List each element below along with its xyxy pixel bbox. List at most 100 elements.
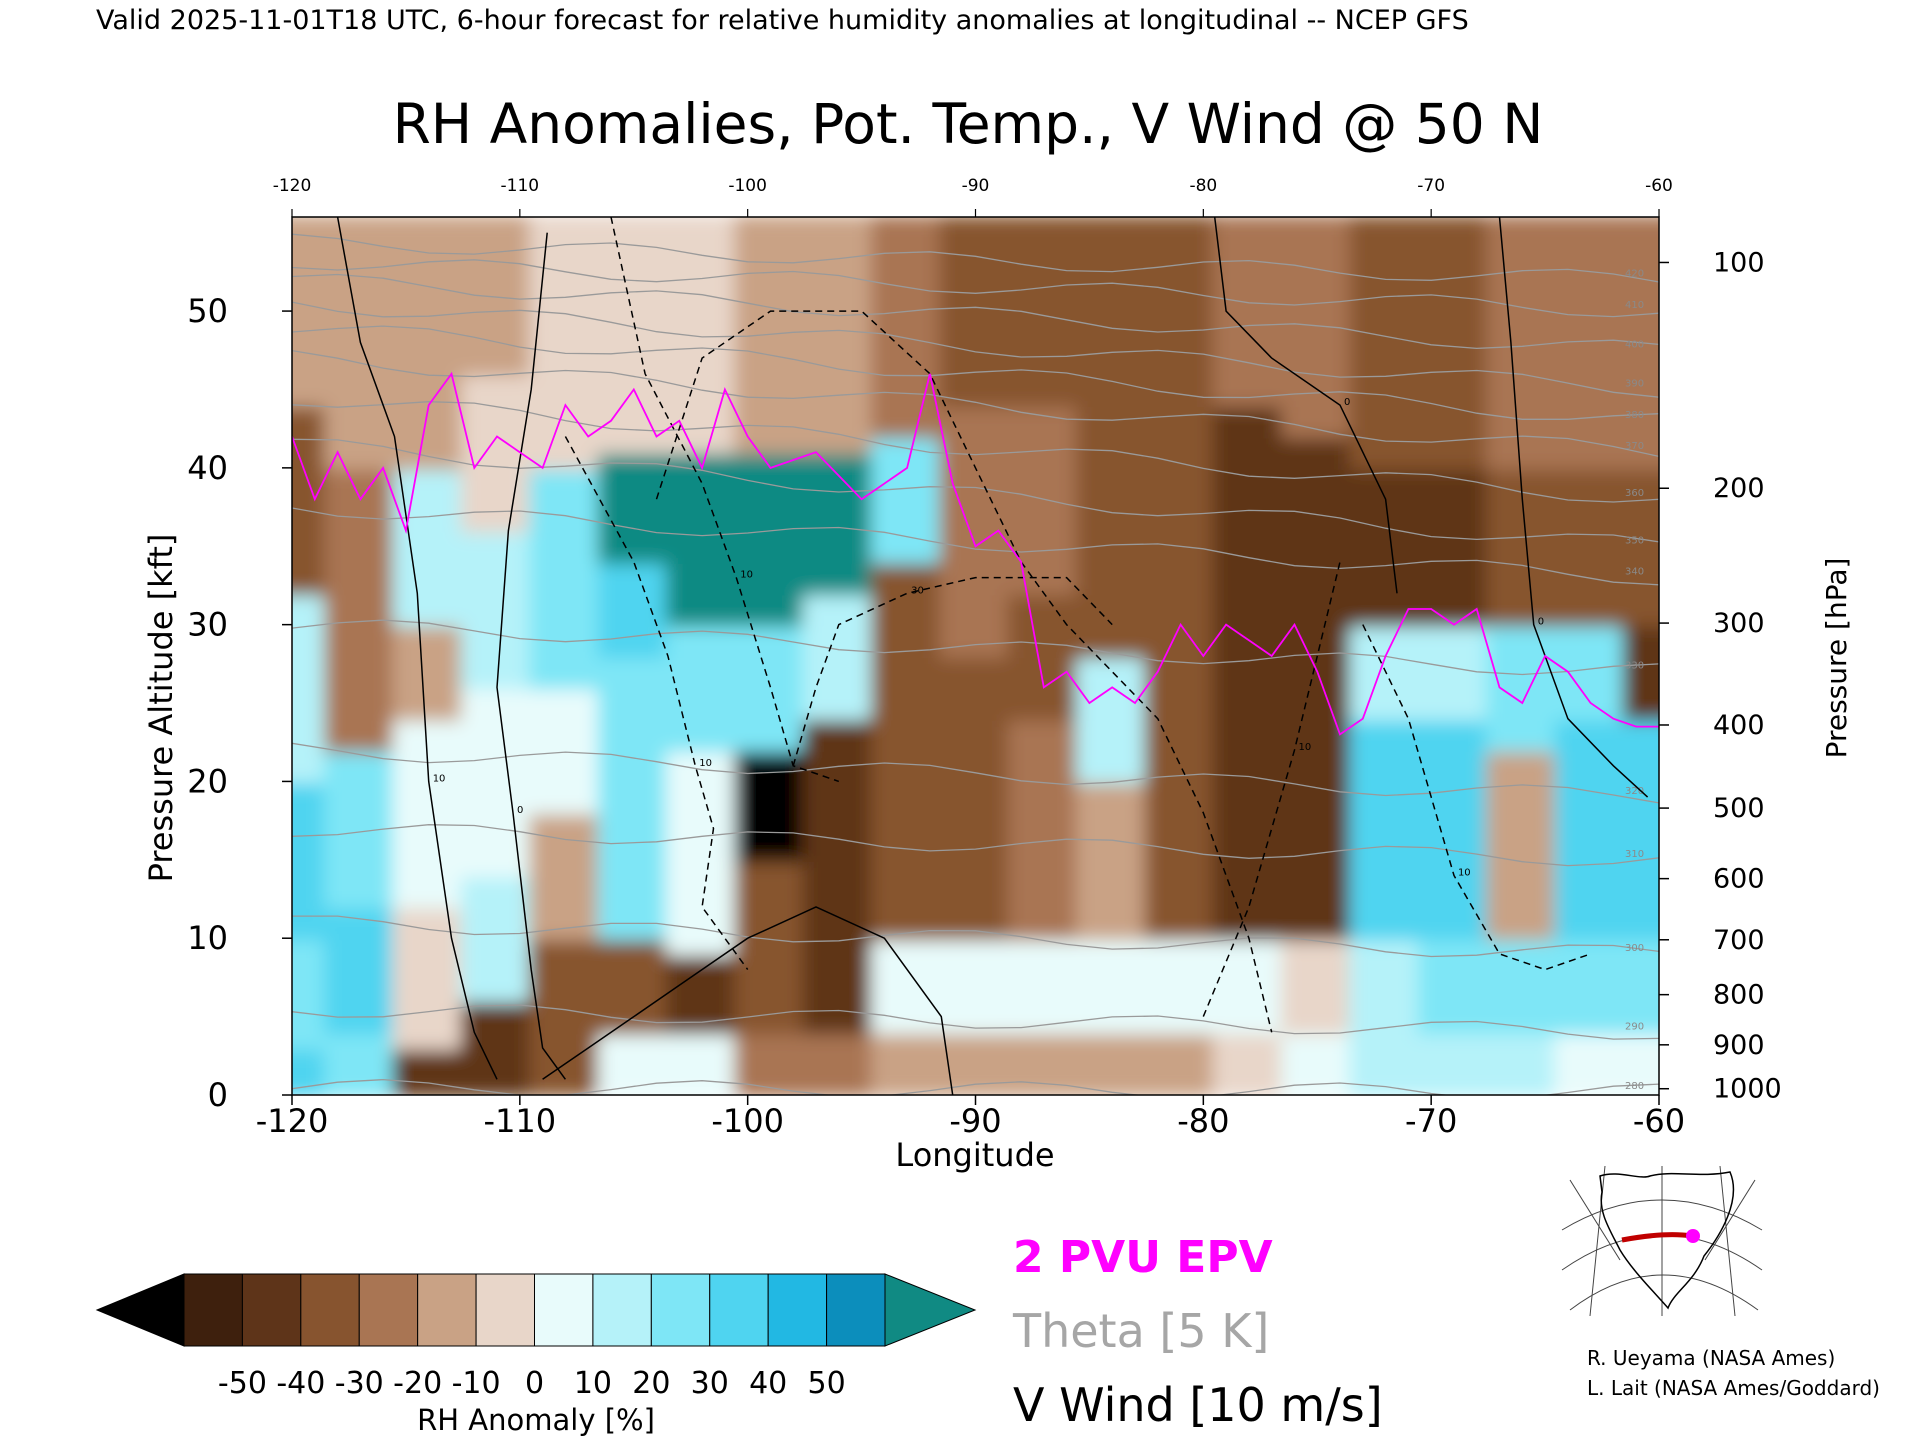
rh-cell xyxy=(392,716,465,909)
rh-cell xyxy=(1007,936,1081,1035)
colorbar-swatch xyxy=(358,1273,419,1347)
top-x-tick-label: -70 xyxy=(1417,176,1445,196)
colorbar-tick-label: 30 xyxy=(691,1366,729,1401)
rh-cell xyxy=(1212,403,1286,533)
rh-cell xyxy=(802,716,875,847)
legend-entry: V Wind [10 m/s] xyxy=(1013,1378,1383,1432)
rh-cell xyxy=(1144,434,1217,564)
rh-cell xyxy=(939,1030,1012,1095)
rh-cell xyxy=(939,217,1012,408)
rh-cell xyxy=(1281,654,1354,941)
colorbar-swatch xyxy=(592,1273,652,1347)
rh-cell xyxy=(665,748,739,956)
v-wind-contour-label: 0 xyxy=(517,805,523,816)
y-axis-label: Pressure Altitude [kft] xyxy=(142,534,180,883)
pressure-tick-label: 700 xyxy=(1713,925,1765,956)
x-tick-label: -100 xyxy=(711,1102,784,1140)
theta-contour-label: 280 xyxy=(1625,1081,1644,1092)
top-x-tick-label: -120 xyxy=(273,176,312,196)
theta-contour-label: 310 xyxy=(1625,849,1644,860)
rh-cell xyxy=(460,998,534,1095)
rh-cell xyxy=(1212,654,1286,941)
rh-cell xyxy=(1076,217,1149,533)
rh-cell xyxy=(1486,1030,1559,1095)
rh-cell xyxy=(1281,936,1354,1035)
rh-cell xyxy=(734,748,807,862)
rh-cell xyxy=(1007,716,1081,941)
x-tick-label: -90 xyxy=(949,1102,1001,1140)
section-endpoint-icon xyxy=(1686,1229,1700,1243)
theta-contour xyxy=(292,259,1659,318)
rh-cell xyxy=(802,1030,875,1095)
rh-cell xyxy=(1417,1030,1491,1095)
x-tick-label: -120 xyxy=(256,1102,329,1140)
pressure-tick-label: 600 xyxy=(1713,864,1765,895)
axes: -120 -110 -100 -90 -80 -70 -60 -120 -110 -100 -90 -… xyxy=(187,176,1781,1140)
legend-entry: 2 PVU EPV xyxy=(1013,1232,1273,1283)
theta-contour xyxy=(292,507,1659,586)
theta-contour xyxy=(292,273,1659,350)
rh-cell xyxy=(1349,217,1422,470)
rh-cell xyxy=(597,450,670,564)
rh-cell xyxy=(324,622,397,753)
x-tick-label: -70 xyxy=(1405,1102,1457,1140)
pressure-tick-label: 400 xyxy=(1713,710,1765,741)
colorbar-low-arrow xyxy=(95,1273,185,1347)
top-x-tick-label: -90 xyxy=(962,176,990,196)
rh-cell xyxy=(802,217,875,455)
rh-cell xyxy=(870,936,944,1035)
map-coastline xyxy=(1599,1171,1735,1310)
theta-contour-label: 390 xyxy=(1625,378,1644,389)
rh-cell xyxy=(1076,654,1149,784)
rh-cell xyxy=(392,622,465,721)
rh-cell xyxy=(324,904,397,1035)
theta-contour xyxy=(292,824,1659,867)
rh-cell xyxy=(292,217,329,408)
x-tick-label: -110 xyxy=(484,1102,557,1140)
theta-contour-label: 320 xyxy=(1625,786,1644,797)
credit-line-1: R. Ueyama (NASA Ames) xyxy=(1587,1346,1835,1370)
v-wind-contour xyxy=(1202,561,1341,1017)
valid-line: Valid 2025-11-01T18 UTC, 6-hour forecast… xyxy=(96,5,1469,36)
rh-cell xyxy=(939,936,1012,1035)
v-wind-contour xyxy=(1498,217,1649,798)
colorbar-label: RH Anomaly [%] xyxy=(417,1403,655,1437)
rh-cell xyxy=(734,622,807,753)
rh-cell xyxy=(324,465,397,627)
y-tick-label: 40 xyxy=(187,449,228,487)
v-wind-contour-label: 10 xyxy=(1458,868,1471,879)
y2-axis-label: Pressure [hPa] xyxy=(1820,558,1853,759)
top-x-tick-label: -100 xyxy=(728,176,767,196)
rh-cell xyxy=(870,1030,944,1095)
pressure-tick-label: 100 xyxy=(1713,247,1765,278)
v-wind-contour xyxy=(1213,217,1398,594)
rh-cell xyxy=(529,810,602,941)
colorbar-tick-label: 10 xyxy=(574,1366,612,1401)
v-wind-contour xyxy=(496,232,567,1080)
x-tick-label: -80 xyxy=(1177,1102,1229,1140)
rh-cell xyxy=(392,217,465,470)
pressure-tick-label: 1000 xyxy=(1713,1074,1782,1105)
y-tick-label: 50 xyxy=(187,292,228,330)
v-wind-contour xyxy=(1362,624,1591,971)
colorbar-tick-label: -20 xyxy=(393,1366,442,1401)
pressure-tick-label: 900 xyxy=(1713,1030,1765,1061)
theta-contour-label: 340 xyxy=(1625,567,1644,578)
rh-cell xyxy=(665,622,739,753)
rh-cell xyxy=(1349,936,1422,1035)
rh-cell xyxy=(1622,716,1659,941)
pressure-tick-label: 200 xyxy=(1713,473,1765,504)
rh-cell xyxy=(939,528,1012,658)
colorbar-tick-label: 50 xyxy=(807,1366,845,1401)
rh-cell xyxy=(1076,936,1149,1035)
colorbar-tick-label: 20 xyxy=(632,1366,670,1401)
colorbar: -50 -40 -30 -20 -10 0 10 20 30 40 50 xyxy=(95,1273,977,1401)
v-wind-contour-label: 0 xyxy=(1538,617,1544,628)
rh-cell xyxy=(734,450,807,627)
theta-contour-label: 380 xyxy=(1625,410,1644,421)
theta-contour xyxy=(292,233,1659,283)
theta-contour-label: 290 xyxy=(1625,1021,1644,1032)
v-wind-contour-label: 10 xyxy=(1298,742,1311,753)
v-wind-contour xyxy=(336,217,498,1080)
